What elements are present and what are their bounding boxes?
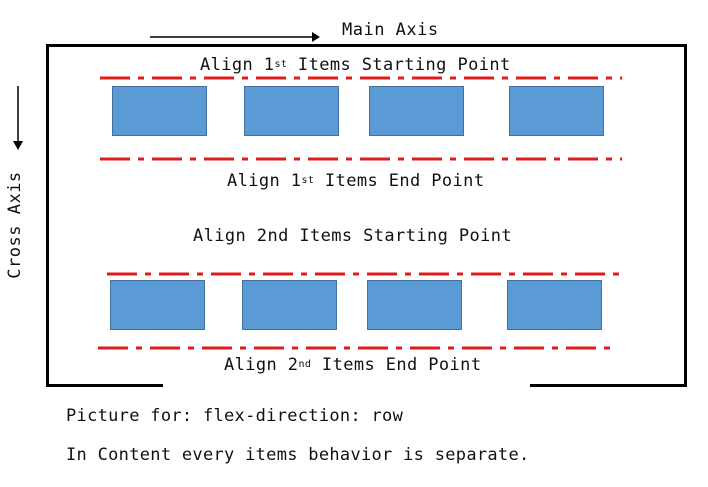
flex-item: [110, 280, 205, 330]
row1-end-line: [100, 157, 622, 161]
row1-end-label: Align 1st Items End Point: [227, 171, 484, 191]
row2-start-line: [107, 272, 627, 276]
caption-line-2: In Content every items behavior is separ…: [66, 445, 530, 465]
row2-end-label-prefix: Align 2: [224, 355, 299, 375]
row1-start-label-sup: st: [274, 59, 288, 70]
flex-item: [509, 86, 604, 136]
flex-item: [244, 86, 339, 136]
row2-end-label-sup: nd: [298, 359, 312, 370]
flex-item: [507, 280, 602, 330]
row1-start-label-suffix: Items Starting Point: [287, 55, 511, 75]
caption-line-1: Picture for: flex-direction: row: [66, 406, 404, 426]
main-axis-arrow-icon: [150, 32, 320, 42]
cross-axis-arrow-icon: [13, 86, 23, 150]
flex-item: [369, 86, 464, 136]
row2-end-label-suffix: Items End Point: [311, 355, 482, 375]
main-axis-label: Main Axis: [342, 20, 439, 40]
row2-end-line: [98, 346, 618, 350]
container-bottom-gap: [163, 380, 530, 388]
flex-item: [367, 280, 462, 330]
flex-item: [112, 86, 207, 136]
cross-axis-label: Cross Axis: [5, 171, 25, 279]
row1-start-label-prefix: Align 1: [200, 55, 275, 75]
row1-end-label-prefix: Align 1: [227, 171, 302, 191]
row1-start-line: [100, 76, 622, 80]
row2-end-label: Align 2nd Items End Point: [224, 355, 481, 375]
row1-start-label: Align 1st Items Starting Point: [200, 55, 511, 75]
flex-item: [242, 280, 337, 330]
row2-start-label-prefix: Align 2nd Items Starting Point: [193, 226, 513, 246]
row2-start-label: Align 2nd Items Starting Point: [193, 226, 512, 246]
row1-end-label-suffix: Items End Point: [314, 171, 485, 191]
row1-end-label-sup: st: [301, 175, 315, 186]
